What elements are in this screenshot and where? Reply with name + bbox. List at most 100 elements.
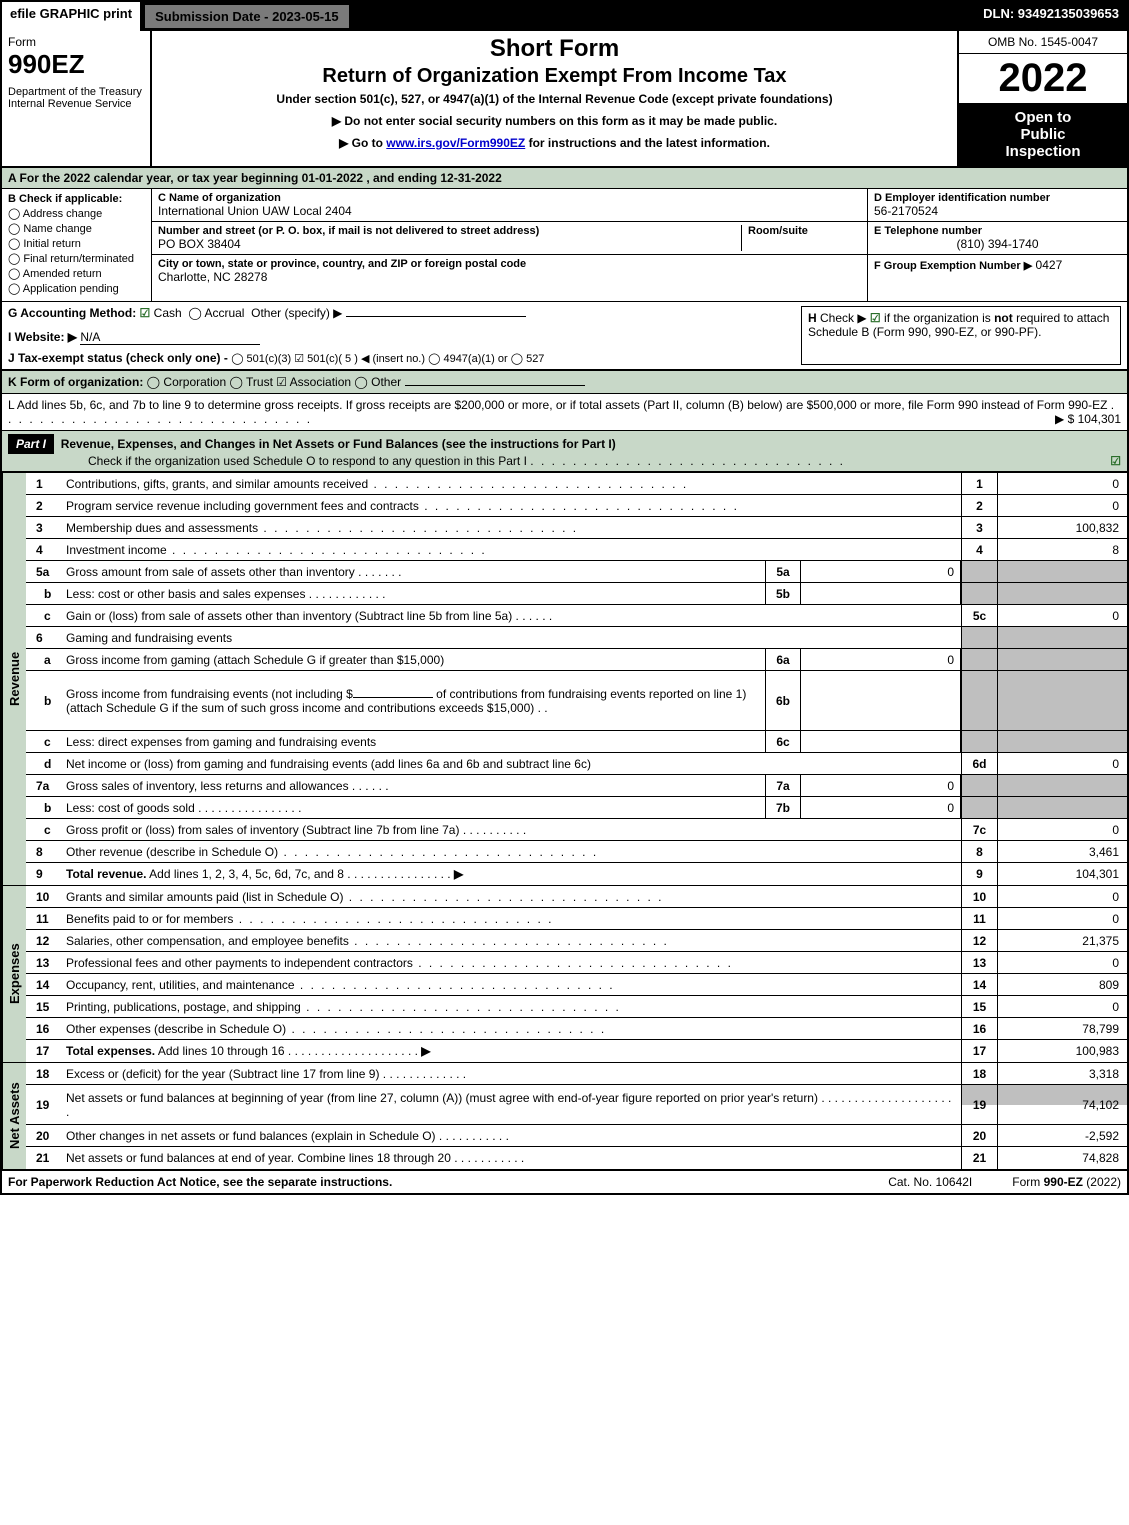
netassets-vlabel: Net Assets: [2, 1063, 26, 1169]
line-19: 19 Net assets or fund balances at beginn…: [26, 1085, 1127, 1125]
footer: For Paperwork Reduction Act Notice, see …: [2, 1169, 1127, 1193]
row-l: L Add lines 5b, 6c, and 7b to line 9 to …: [2, 394, 1127, 431]
c-name-label: C Name of organization: [158, 192, 861, 204]
ln1-num: 1: [26, 477, 62, 491]
ln6c-rval: [997, 731, 1127, 752]
part1-title: Revenue, Expenses, and Changes in Net As…: [61, 437, 616, 451]
note-goto-post: for instructions and the latest informat…: [525, 136, 770, 150]
revenue-section: Revenue 1 Contributions, gifts, grants, …: [2, 472, 1127, 885]
note-ssn: ▶ Do not enter social security numbers o…: [160, 114, 949, 128]
netassets-lines: 18 Excess or (deficit) for the year (Sub…: [26, 1063, 1127, 1169]
b-label: B Check if applicable:: [8, 193, 122, 205]
ln14-rval: 809: [997, 974, 1127, 995]
j-block: J Tax-exempt status (check only one) - ◯…: [8, 351, 793, 365]
subtitle: Under section 501(c), 527, or 4947(a)(1)…: [160, 92, 949, 106]
line-21: 21 Net assets or fund balances at end of…: [26, 1147, 1127, 1169]
l-text: L Add lines 5b, 6c, and 7b to line 9 to …: [8, 398, 1107, 412]
ln5c-rval: 0: [997, 605, 1127, 626]
ln6d-rbox: 6d: [961, 753, 997, 774]
ln11-rval: 0: [997, 908, 1127, 929]
part1-dots: [530, 454, 845, 468]
ln6a-desc: Gross income from gaming (attach Schedul…: [62, 650, 765, 670]
ln5b-rbox: [961, 583, 997, 604]
ln8-num: 8: [26, 845, 62, 859]
chk-name-change[interactable]: ◯ Name change: [8, 222, 145, 235]
ln7c-rval: 0: [997, 819, 1127, 840]
i-block: I Website: ▶ N/A: [8, 330, 793, 345]
ln6a-rval: [997, 649, 1127, 670]
ln11-num: 11: [26, 912, 62, 926]
h-block: H Check ▶ ☑ if the organization is not r…: [801, 306, 1121, 365]
ln6-rbox: [961, 627, 997, 648]
g-other-input[interactable]: [346, 316, 526, 317]
ln5b-box: 5b: [765, 583, 801, 604]
ln5b-rval: [997, 583, 1127, 604]
g-accrual: Accrual: [204, 306, 244, 320]
f-row: F Group Exemption Number ▶ 0427: [868, 255, 1127, 275]
department-label: Department of the TreasuryInternal Reven…: [8, 86, 144, 110]
note-goto: ▶ Go to www.irs.gov/Form990EZ for instru…: [160, 136, 949, 150]
g-label: G Accounting Method:: [8, 306, 136, 320]
ln6b-contrib-input[interactable]: [353, 697, 433, 698]
website-value: N/A: [80, 330, 260, 345]
ln6d-desc: Net income or (loss) from gaming and fun…: [62, 754, 961, 774]
k-other-input[interactable]: [405, 385, 585, 386]
efile-print-label[interactable]: efile GRAPHIC print: [2, 2, 142, 31]
ln2-num: 2: [26, 499, 62, 513]
g-other: Other (specify) ▶: [251, 306, 342, 320]
ln9-desc: Total revenue. Add lines 1, 2, 3, 4, 5c,…: [62, 864, 961, 884]
ln20-rval: -2,592: [997, 1125, 1127, 1146]
expenses-lines: 10 Grants and similar amounts paid (list…: [26, 886, 1127, 1062]
column-d-e-f: D Employer identification number 56-2170…: [867, 189, 1127, 301]
ln6b-rval: [997, 671, 1127, 730]
chk-address-change[interactable]: ◯ Address change: [8, 207, 145, 220]
line-6c: c Less: direct expenses from gaming and …: [26, 731, 1127, 753]
d-label: D Employer identification number: [874, 192, 1121, 204]
ln13-num: 13: [26, 956, 62, 970]
ln19-desc: Net assets or fund balances at beginning…: [62, 1088, 961, 1122]
ln20-num: 20: [26, 1129, 62, 1143]
chk-application-pending[interactable]: ◯ Application pending: [8, 282, 145, 295]
arrow-icon: ▶: [421, 1044, 430, 1058]
ln14-desc: Occupancy, rent, utilities, and maintena…: [62, 975, 961, 995]
expenses-section: Expenses 10 Grants and similar amounts p…: [2, 885, 1127, 1062]
header-left: Form 990EZ Department of the TreasuryInt…: [2, 31, 152, 166]
column-b: B Check if applicable: ◯ Address change …: [2, 189, 152, 301]
header-middle: Short Form Return of Organization Exempt…: [152, 31, 957, 166]
ln16-desc: Other expenses (describe in Schedule O): [62, 1019, 961, 1039]
ln6-rval: [997, 627, 1127, 648]
ln16-rval: 78,799: [997, 1018, 1127, 1039]
ln12-rval: 21,375: [997, 930, 1127, 951]
chk-amended-return[interactable]: ◯ Amended return: [8, 267, 145, 280]
row-a-calendar-year: A For the 2022 calendar year, or tax yea…: [2, 168, 1127, 189]
line-16: 16 Other expenses (describe in Schedule …: [26, 1018, 1127, 1040]
ln6a-num: a: [26, 653, 62, 667]
ln7b-num: b: [26, 801, 62, 815]
ln6d-rval: 0: [997, 753, 1127, 774]
top-bar: efile GRAPHIC print Submission Date - 20…: [2, 2, 1127, 31]
chk-initial-return[interactable]: ◯ Initial return: [8, 237, 145, 250]
ln5b-num: b: [26, 587, 62, 601]
ln13-rbox: 13: [961, 952, 997, 973]
j-options: ◯ 501(c)(3) ☑ 501(c)( 5 ) ◀ (insert no.)…: [231, 353, 544, 365]
ln10-num: 10: [26, 890, 62, 904]
ln7a-box: 7a: [765, 775, 801, 796]
arrow-icon: ▶: [454, 867, 463, 881]
irs-link[interactable]: www.irs.gov/Form990EZ: [386, 136, 525, 150]
ln6-num: 6: [26, 631, 62, 645]
ln1-rval: 0: [997, 473, 1127, 494]
ln8-rbox: 8: [961, 841, 997, 862]
part1-checkbox[interactable]: ☑: [1110, 454, 1121, 468]
ln6c-desc: Less: direct expenses from gaming and fu…: [62, 732, 765, 752]
line-6d: d Net income or (loss) from gaming and f…: [26, 753, 1127, 775]
ln7c-desc: Gross profit or (loss) from sales of inv…: [62, 820, 961, 840]
ln12-num: 12: [26, 934, 62, 948]
ln15-rbox: 15: [961, 996, 997, 1017]
line-3: 3 Membership dues and assessments 3 100,…: [26, 517, 1127, 539]
c-name-row: C Name of organization International Uni…: [152, 189, 867, 222]
ln15-desc: Printing, publications, postage, and shi…: [62, 997, 961, 1017]
chk-final-return[interactable]: ◯ Final return/terminated: [8, 252, 145, 265]
ln7a-boxval: 0: [801, 775, 961, 796]
section-b-c-d-e-f: B Check if applicable: ◯ Address change …: [2, 189, 1127, 302]
ln5c-desc: Gain or (loss) from sale of assets other…: [62, 606, 961, 626]
